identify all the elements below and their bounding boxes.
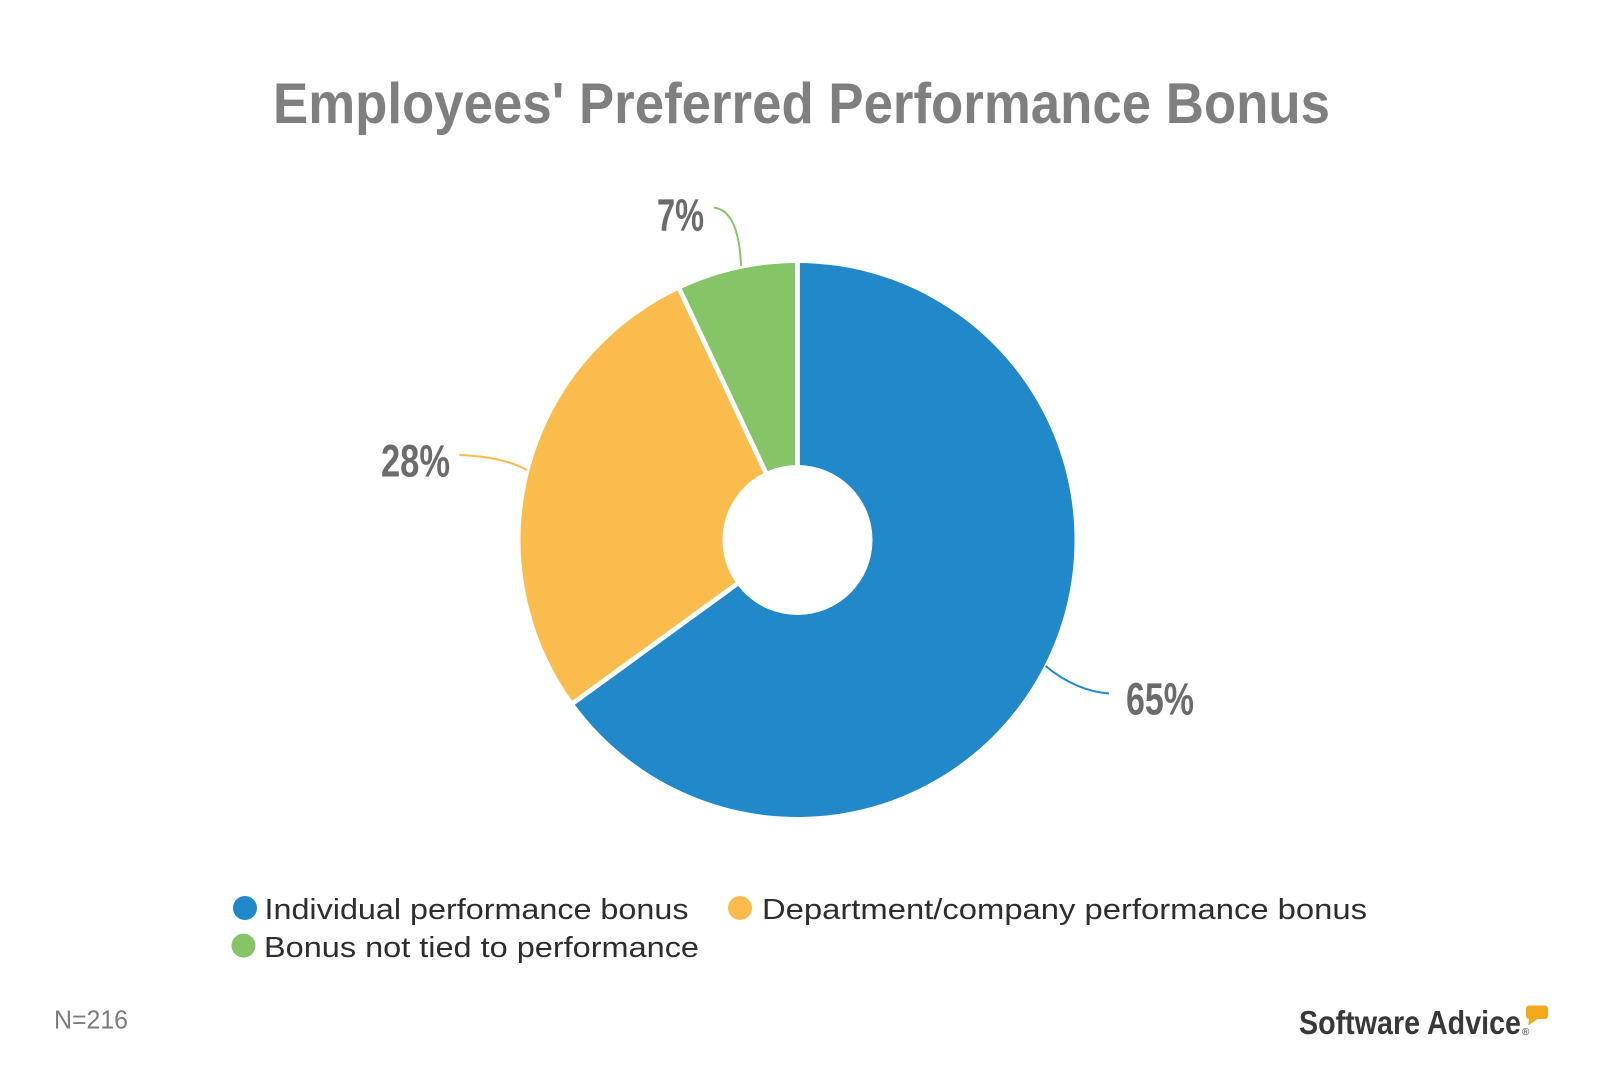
svg-text:Employees' Preferred Performan: Employees' Preferred Performance Bonus <box>273 72 1330 136</box>
svg-text:65%: 65% <box>1126 674 1194 725</box>
svg-text:7%: 7% <box>657 190 704 241</box>
svg-text:Bonus not tied to performance: Bonus not tied to performance <box>264 932 699 964</box>
svg-text:N=216: N=216 <box>54 1005 128 1035</box>
svg-text:28%: 28% <box>381 436 450 487</box>
svg-text:Department/company performance: Department/company performance bonus <box>762 894 1367 926</box>
svg-text:Software Advice: Software Advice <box>1299 1004 1521 1041</box>
svg-text:®: ® <box>1522 1027 1530 1038</box>
svg-text:Individual performance bonus: Individual performance bonus <box>265 894 689 926</box>
